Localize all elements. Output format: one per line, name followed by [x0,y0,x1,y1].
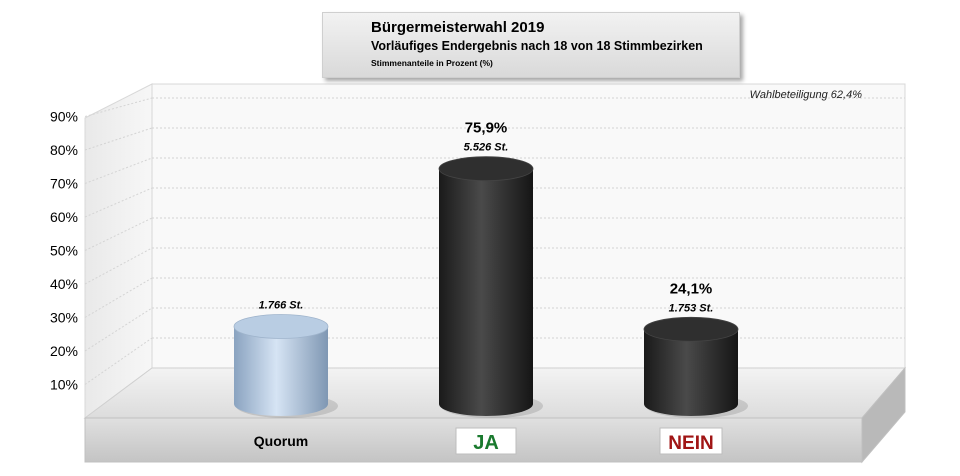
category-label-ja: JA [473,432,499,454]
y-tick-label: 30% [50,310,78,326]
y-axis: 10% 20% 30% 40% 50% 60% 70% 80% 90% [50,109,78,393]
vote-count-label: 1.766 St. [259,300,304,312]
turnout-annotation: Wahlbeteiligung 62,4% [750,89,863,101]
y-tick-label: 90% [50,109,78,125]
y-tick-label: 20% [50,343,78,359]
y-tick-label: 80% [50,142,78,158]
chart-title: Bürgermeisterwahl 2019 [371,19,544,36]
chart-unit-note: Stimmenanteile in Prozent (%) [371,58,493,68]
chart-subtitle: Vorläufiges Endergebnis nach 18 von 18 S… [371,39,703,53]
y-tick-label: 50% [50,243,78,259]
vote-count-label: 1.753 St. [669,302,714,314]
bar-nein [644,317,748,418]
left-wall [85,84,152,418]
bar-quorum [234,315,338,419]
title-box: Bürgermeisterwahl 2019 Vorläufiges Ender… [322,12,740,78]
y-tick-label: 60% [50,209,78,225]
value-label: 24,1% [670,280,713,297]
bar-cap [234,315,328,339]
category-label-nein: NEIN [668,433,713,454]
y-tick-label: 40% [50,276,78,292]
bar-body [644,329,738,416]
bar-ja [439,157,543,418]
bar-cap [439,157,533,181]
bar-body [234,327,328,417]
value-label: 75,9% [465,120,508,137]
chart-panel: 10% 20% 30% 40% 50% 60% 70% 80% 90% 1.766 St. 75,… [0,0,960,476]
y-tick-label: 70% [50,176,78,192]
y-tick-label: 10% [50,377,78,393]
category-label-quorum: Quorum [254,433,308,449]
bar-cap [644,317,738,341]
bar-body [439,169,533,416]
vote-count-label: 5.526 St. [464,142,509,154]
